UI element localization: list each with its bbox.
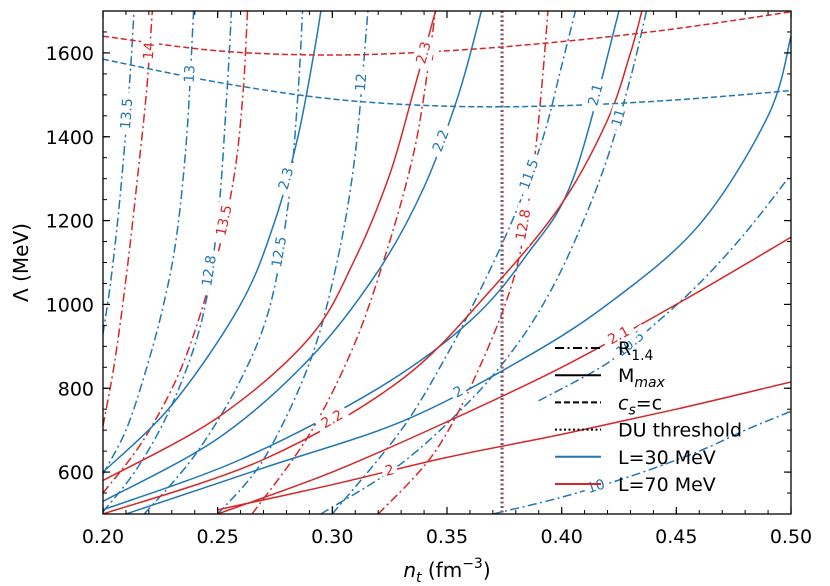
contour-label-r-1-4-12-5-km: 12.5 xyxy=(267,229,293,275)
contour-label-r-1-4-13-km: 13 xyxy=(180,61,200,87)
legend-label: cs=c xyxy=(618,392,662,418)
y-tick-label: 800 xyxy=(58,378,94,400)
legend-label: L=30 MeV xyxy=(618,447,716,469)
contour-label-m-max-2-0-msun-l70: 2 xyxy=(380,460,400,482)
legend-label: DU threshold xyxy=(618,420,742,442)
contour-label-text: 2.3 xyxy=(413,40,434,66)
x-tick-label: 0.25 xyxy=(197,526,239,548)
series-line-r-1-4-10-5-km xyxy=(538,174,791,402)
contour-label-r-1-4-12-8-km: 12.8 xyxy=(197,248,222,294)
y-tick-label: 1600 xyxy=(46,43,94,65)
contour-labels: 13.51312.812.51211.51110.5101413.51312.8… xyxy=(116,34,653,499)
x-tick-label: 0.45 xyxy=(655,526,697,548)
series-line-m-max-2-1-msun-l70 xyxy=(217,236,791,514)
contour-label-text: 12.8 xyxy=(513,208,534,241)
contour-label-r-1-4-12-8-km-l70: 12.8 xyxy=(511,202,537,248)
legend-label: Mmax xyxy=(618,365,666,391)
y-tick-label: 1000 xyxy=(46,294,94,316)
contour-label-r-1-4-12-km: 12 xyxy=(351,69,372,96)
x-tick-label: 0.40 xyxy=(541,526,583,548)
contour-label-text: 2.2 xyxy=(430,128,453,154)
y-tick-label: 1400 xyxy=(46,127,94,149)
series-line-m-max-2-2-msun xyxy=(103,11,483,503)
contour-label-r-1-4-13-5-km: 13.5 xyxy=(116,92,138,136)
y-tick-label: 600 xyxy=(58,462,94,484)
series-line-r-1-4-13-km xyxy=(103,11,195,475)
contour-label-m-max-2-3-msun-l70: 2.3 xyxy=(411,34,438,72)
x-tick-label: 0.50 xyxy=(770,526,812,548)
contour-label-text: 11 xyxy=(609,107,629,129)
series-line-m-max-2-3-msun xyxy=(103,11,322,473)
contour-label-text: 13.5 xyxy=(118,98,136,130)
series-line-r-1-4-12-8-km xyxy=(103,11,233,513)
axes: 0.20 0.25 0.30 0.35 0.40 0.45 0.50 600 800 1000 12… xyxy=(46,10,812,548)
contour-label-text: 2.1 xyxy=(585,82,606,108)
series-line-r-1-4-13-5-km-l70 xyxy=(103,11,249,494)
contour-label-m-max-2-2-msun: 2.2 xyxy=(427,122,456,160)
contour-label-r-1-4-13-5-km-l70: 13.5 xyxy=(211,198,238,244)
y-tick-label: 1200 xyxy=(46,211,94,233)
contour-label-m-max-2-3-msun: 2.3 xyxy=(273,160,300,197)
series-line-m-max-2-0-msun-l70 xyxy=(217,381,791,511)
series-line-m-max-2-0-msun xyxy=(125,35,791,514)
series-line-r-1-4-11-5-km xyxy=(331,11,577,514)
contour-label-m-max-2-1-msun: 2.1 xyxy=(583,76,610,114)
contour-label-text: 10 xyxy=(585,477,607,497)
x-tick-label: 0.20 xyxy=(82,526,124,548)
contour-label-text: 13 xyxy=(182,65,199,84)
contour-label-m-max-2-2-msun-l70: 2.2 xyxy=(313,403,352,436)
contour-label-text: 2.3 xyxy=(276,166,297,192)
contour-label-text: 12.8 xyxy=(199,254,220,287)
y-axis-title: Λ (MeV) xyxy=(9,223,33,302)
contour-label-r-1-4-14-km-l70: 14 xyxy=(139,38,160,64)
series-line-c-s-c xyxy=(103,58,791,108)
contour-label-text: 14 xyxy=(141,41,158,60)
contour-label-text: 12.5 xyxy=(269,235,290,268)
series-line-m-max-2-2-msun-l70 xyxy=(103,11,643,514)
contour-label-r-1-4-11-km: 11 xyxy=(607,103,631,132)
legend-label: L=70 MeV xyxy=(618,474,716,496)
contour-label-text: 13.5 xyxy=(213,204,235,238)
x-tick-label: 0.30 xyxy=(311,526,353,548)
series-line-r-1-4-12-8-km-l70 xyxy=(377,11,549,514)
x-tick-label: 0.35 xyxy=(426,526,468,548)
series-line-m-max-2-3-msun-l70 xyxy=(103,11,437,482)
contour-label-text: 2 xyxy=(384,462,396,480)
contour-label-r-1-4-10-km: 10 xyxy=(582,474,611,499)
contour-label-m-max-2-0-msun: 2 xyxy=(447,380,470,404)
series-line-m-max-2-1-msun xyxy=(103,11,620,511)
x-axis-title: nt (fm−3) xyxy=(403,556,490,586)
series-line-r-1-4-14-km-l70 xyxy=(103,11,154,427)
series-line-r-1-4-13-5-km xyxy=(103,11,135,334)
contour-label-r-1-4-11-5-km: 11.5 xyxy=(513,151,546,198)
plot-curves xyxy=(103,11,791,514)
series-line-c-s-c-l70 xyxy=(103,11,791,56)
legend-label: R1.4 xyxy=(618,338,654,364)
contour-label-text: 12 xyxy=(353,73,371,92)
series-line-r-1-4-12-km xyxy=(217,11,369,514)
contour-label-m-max-2-1-msun-l70: 2.1 xyxy=(600,320,638,352)
series-line-r-1-4-13-km-l70 xyxy=(251,11,437,514)
series-line-r-1-4-10-km xyxy=(492,410,791,514)
